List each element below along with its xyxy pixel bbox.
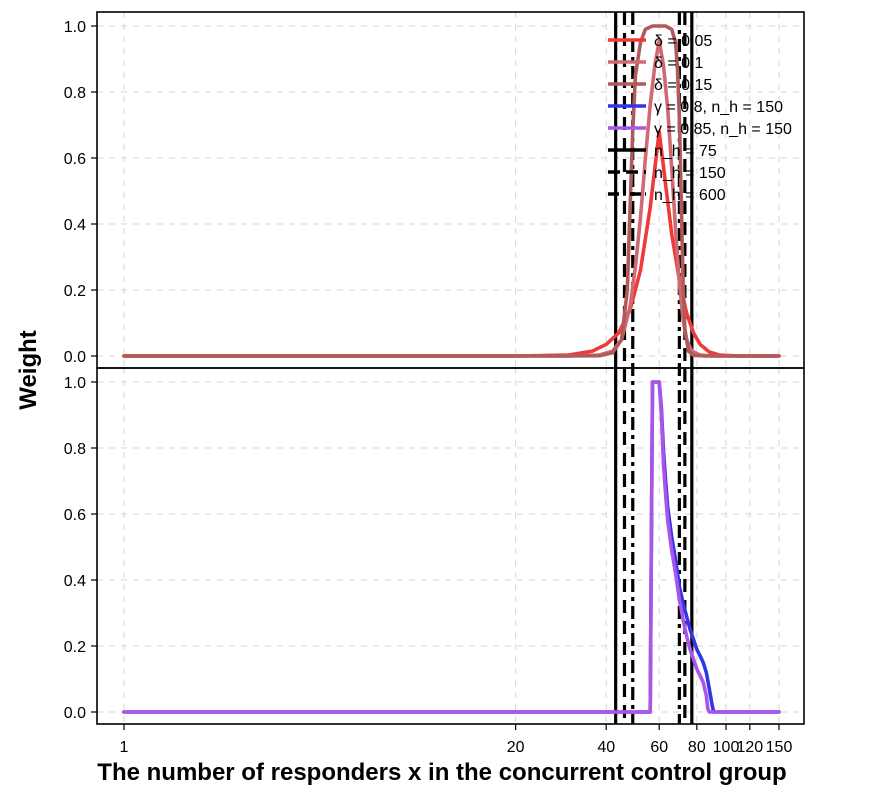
legend-label: n_h = 600 bbox=[654, 187, 726, 204]
y-tick-label: 1.0 bbox=[64, 375, 86, 392]
series-line bbox=[122, 129, 781, 358]
x-tick-label: 60 bbox=[650, 739, 668, 756]
legend-label: δ = 0.1 bbox=[654, 55, 703, 72]
legend-label: n_h = 150 bbox=[654, 165, 726, 182]
y-tick-label: 0.2 bbox=[64, 639, 86, 656]
y-tick-label: 0.2 bbox=[64, 283, 86, 300]
legend-label: δ = 0.05 bbox=[654, 33, 712, 50]
y-ticks: 0.0 0.2 0.4 0.6 0.8 1.0 0.0 0.2 0.4 0.6 0.8 1.0 bbox=[64, 19, 97, 722]
y-tick-label: 0.4 bbox=[64, 573, 86, 590]
y-tick-label: 0.8 bbox=[64, 441, 86, 458]
y-tick-label: 0.6 bbox=[64, 507, 86, 524]
x-tick-label: 80 bbox=[688, 739, 706, 756]
legend-label: γ = 0.85, n_h = 150 bbox=[654, 121, 792, 138]
y-tick-label: 0.6 bbox=[64, 151, 86, 168]
x-tick-label: 150 bbox=[766, 739, 793, 756]
legend-label: n_h = 75 bbox=[654, 143, 717, 160]
x-tick-label: 1 bbox=[120, 739, 129, 756]
x-tick-label: 120 bbox=[736, 739, 763, 756]
legend-label: γ = 0.8, n_h = 150 bbox=[654, 99, 783, 116]
x-tick-label: 40 bbox=[597, 739, 615, 756]
x-tick-label: 100 bbox=[713, 739, 740, 756]
y-tick-label: 0.8 bbox=[64, 85, 86, 102]
legend-label: δ = 0.15 bbox=[654, 77, 712, 94]
lower-panel-frame bbox=[96, 367, 805, 725]
y-tick-label: 0.4 bbox=[64, 217, 86, 234]
x-axis-title: The number of responders x in the concur… bbox=[97, 759, 786, 786]
y-tick-label: 0.0 bbox=[64, 705, 86, 722]
y-tick-label: 1.0 bbox=[64, 19, 86, 36]
x-tick-label: 20 bbox=[507, 739, 525, 756]
legend: δ = 0.05 δ = 0.1 δ = 0.15 γ = 0.8, n_h = 15… bbox=[608, 33, 792, 204]
series-line bbox=[122, 24, 781, 358]
series-lines bbox=[122, 24, 781, 714]
series-line bbox=[122, 380, 781, 714]
y-axis-title: Weight bbox=[15, 330, 42, 410]
y-tick-label: 0.0 bbox=[64, 349, 86, 366]
